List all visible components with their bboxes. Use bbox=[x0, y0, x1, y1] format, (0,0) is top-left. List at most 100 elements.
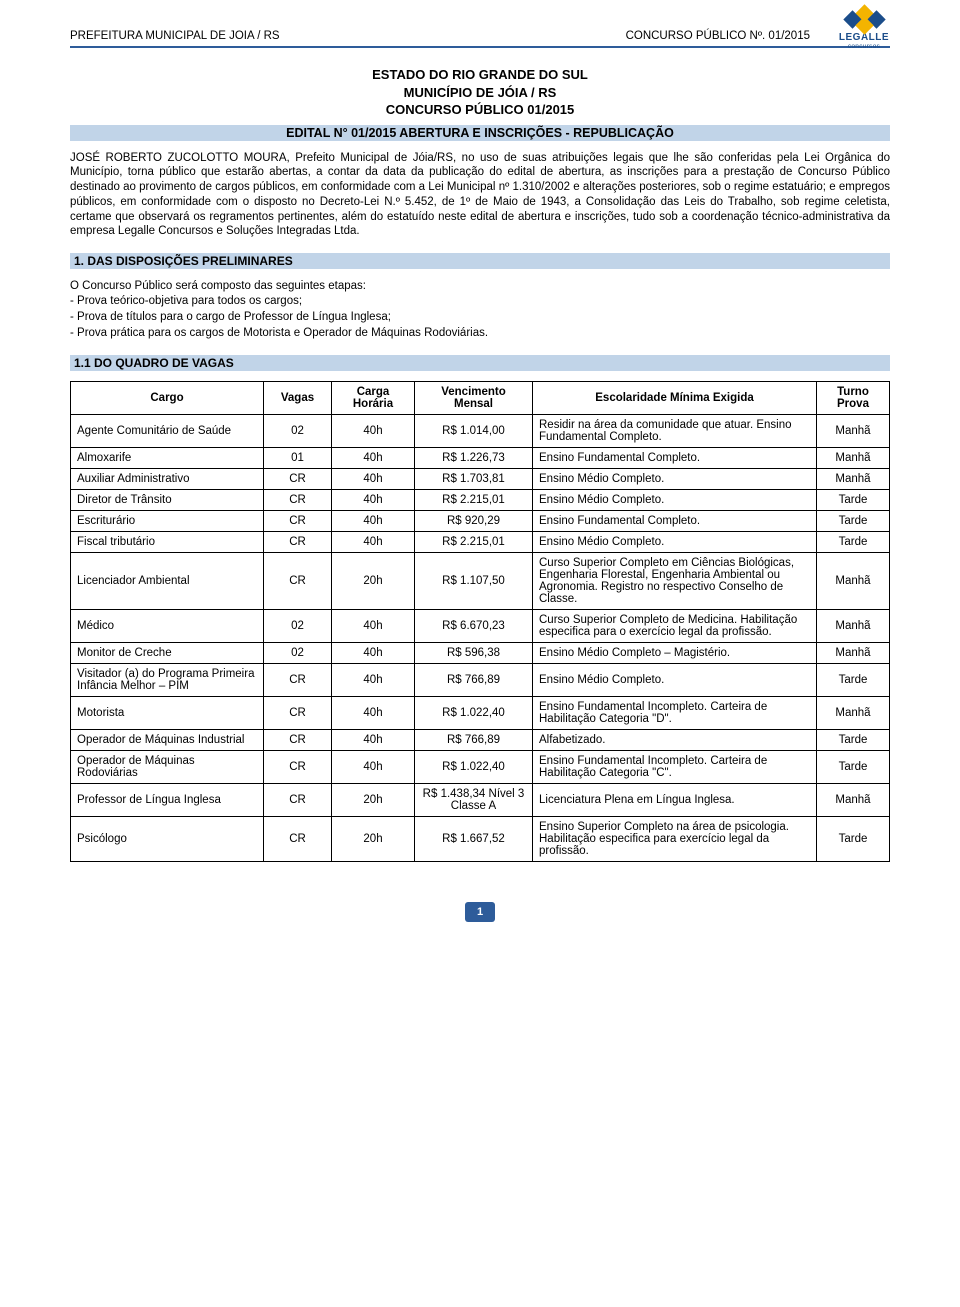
table-row: Monitor de Creche0240hR$ 596,38Ensino Mé… bbox=[71, 643, 890, 664]
table-cell: Manhã bbox=[817, 610, 890, 643]
table-cell: Almoxarife bbox=[71, 448, 264, 469]
table-cell: Operador de Máquinas Rodoviárias bbox=[71, 751, 264, 784]
table-cell: R$ 1.667,52 bbox=[415, 817, 533, 862]
table-row: Professor de Língua InglesaCR20hR$ 1.438… bbox=[71, 784, 890, 817]
table-cell: CR bbox=[264, 664, 332, 697]
table-cell: Ensino Fundamental Incompleto. Carteira … bbox=[533, 751, 817, 784]
header-right-block: CONCURSO PÚBLICO Nº. 01/2015 LEGALLE con… bbox=[626, 30, 890, 42]
table-row: Fiscal tributárioCR40hR$ 2.215,01Ensino … bbox=[71, 532, 890, 553]
table-cell: R$ 1.014,00 bbox=[415, 415, 533, 448]
table-cell: Ensino Médio Completo. bbox=[533, 469, 817, 490]
table-row: Operador de Máquinas RodoviáriasCR40hR$ … bbox=[71, 751, 890, 784]
table-row: EscriturárioCR40hR$ 920,29Ensino Fundame… bbox=[71, 511, 890, 532]
table-row: Diretor de TrânsitoCR40hR$ 2.215,01Ensin… bbox=[71, 490, 890, 511]
table-cell: R$ 596,38 bbox=[415, 643, 533, 664]
vagas-table: Cargo Vagas Carga Horária Vencimento Men… bbox=[70, 381, 890, 862]
title-line-3: CONCURSO PÚBLICO 01/2015 bbox=[70, 101, 890, 119]
table-row: Almoxarife0140hR$ 1.226,73Ensino Fundame… bbox=[71, 448, 890, 469]
table-cell: CR bbox=[264, 784, 332, 817]
table-cell: 40h bbox=[332, 730, 415, 751]
table-cell: Manhã bbox=[817, 553, 890, 610]
table-row: Médico0240hR$ 6.670,23Curso Superior Com… bbox=[71, 610, 890, 643]
table-cell: Agente Comunitário de Saúde bbox=[71, 415, 264, 448]
page-number-badge: 1 bbox=[465, 902, 495, 922]
title-line-2: MUNICÍPIO DE JÓIA / RS bbox=[70, 84, 890, 102]
th-vagas: Vagas bbox=[264, 382, 332, 415]
table-cell: Ensino Superior Completo na área de psic… bbox=[533, 817, 817, 862]
table-cell: Visitador (a) do Programa Primeira Infân… bbox=[71, 664, 264, 697]
table-cell: Diretor de Trânsito bbox=[71, 490, 264, 511]
table-cell: CR bbox=[264, 751, 332, 784]
table-cell: 20h bbox=[332, 784, 415, 817]
table-cell: Escriturário bbox=[71, 511, 264, 532]
th-vencimento: Vencimento Mensal bbox=[415, 382, 533, 415]
table-cell: R$ 1.022,40 bbox=[415, 751, 533, 784]
etapas-line-1: - Prova teórico-objetiva para todos os c… bbox=[70, 294, 890, 310]
table-cell: Fiscal tributário bbox=[71, 532, 264, 553]
header-divider bbox=[70, 46, 890, 48]
table-cell: 20h bbox=[332, 817, 415, 862]
table-cell: Manhã bbox=[817, 448, 890, 469]
table-cell: Psicólogo bbox=[71, 817, 264, 862]
table-cell: Ensino Médio Completo. bbox=[533, 664, 817, 697]
etapas-line-3: - Prova prática para os cargos de Motori… bbox=[70, 326, 890, 342]
title-block: ESTADO DO RIO GRANDE DO SUL MUNICÍPIO DE… bbox=[70, 66, 890, 119]
table-cell: Tarde bbox=[817, 730, 890, 751]
table-cell: R$ 920,29 bbox=[415, 511, 533, 532]
etapas-block: O Concurso Público será composto das seg… bbox=[70, 279, 890, 341]
table-cell: Tarde bbox=[817, 532, 890, 553]
table-cell: Tarde bbox=[817, 751, 890, 784]
th-carga: Carga Horária bbox=[332, 382, 415, 415]
table-cell: R$ 766,89 bbox=[415, 730, 533, 751]
table-cell: R$ 1.703,81 bbox=[415, 469, 533, 490]
vagas-table-body: Agente Comunitário de Saúde0240hR$ 1.014… bbox=[71, 415, 890, 862]
table-row: MotoristaCR40hR$ 1.022,40Ensino Fundamen… bbox=[71, 697, 890, 730]
etapas-line-2: - Prova de títulos para o cargo de Profe… bbox=[70, 310, 890, 326]
table-cell: 40h bbox=[332, 532, 415, 553]
intro-paragraph: JOSÉ ROBERTO ZUCOLOTTO MOURA, Prefeito M… bbox=[70, 151, 890, 239]
table-cell: Tarde bbox=[817, 817, 890, 862]
table-cell: CR bbox=[264, 697, 332, 730]
table-cell: 40h bbox=[332, 664, 415, 697]
table-cell: CR bbox=[264, 490, 332, 511]
table-cell: 40h bbox=[332, 751, 415, 784]
table-row: Visitador (a) do Programa Primeira Infân… bbox=[71, 664, 890, 697]
table-cell: Curso Superior Completo em Ciências Biol… bbox=[533, 553, 817, 610]
table-cell: 02 bbox=[264, 415, 332, 448]
page-header: PREFEITURA MUNICIPAL DE JOIA / RS CONCUR… bbox=[70, 30, 890, 42]
table-cell: Manhã bbox=[817, 643, 890, 664]
section-1-bar: 1. DAS DISPOSIÇÕES PRELIMINARES bbox=[70, 253, 890, 269]
table-row: Auxiliar AdministrativoCR40hR$ 1.703,81E… bbox=[71, 469, 890, 490]
table-cell: Tarde bbox=[817, 490, 890, 511]
table-cell: Ensino Fundamental Completo. bbox=[533, 511, 817, 532]
table-cell: Residir na área da comunidade que atuar.… bbox=[533, 415, 817, 448]
table-cell: CR bbox=[264, 817, 332, 862]
table-cell: 01 bbox=[264, 448, 332, 469]
header-right-text: CONCURSO PÚBLICO Nº. 01/2015 bbox=[626, 30, 810, 42]
table-cell: Auxiliar Administrativo bbox=[71, 469, 264, 490]
table-cell: Ensino Médio Completo – Magistério. bbox=[533, 643, 817, 664]
table-cell: 40h bbox=[332, 610, 415, 643]
table-cell: CR bbox=[264, 553, 332, 610]
table-cell: Ensino Médio Completo. bbox=[533, 490, 817, 511]
table-cell: 40h bbox=[332, 415, 415, 448]
table-cell: R$ 1.226,73 bbox=[415, 448, 533, 469]
table-cell: Operador de Máquinas Industrial bbox=[71, 730, 264, 751]
table-cell: Manhã bbox=[817, 697, 890, 730]
table-cell: 40h bbox=[332, 697, 415, 730]
table-cell: R$ 766,89 bbox=[415, 664, 533, 697]
logo-diamond-icon bbox=[840, 7, 888, 31]
table-cell: R$ 1.022,40 bbox=[415, 697, 533, 730]
table-cell: Ensino Fundamental Completo. bbox=[533, 448, 817, 469]
table-cell: 40h bbox=[332, 643, 415, 664]
table-cell: R$ 6.670,23 bbox=[415, 610, 533, 643]
document-page: PREFEITURA MUNICIPAL DE JOIA / RS CONCUR… bbox=[0, 0, 960, 962]
table-cell: Alfabetizado. bbox=[533, 730, 817, 751]
etapas-intro: O Concurso Público será composto das seg… bbox=[70, 279, 890, 295]
table-cell: Manhã bbox=[817, 784, 890, 817]
table-cell: 40h bbox=[332, 448, 415, 469]
table-cell: Motorista bbox=[71, 697, 264, 730]
title-line-1: ESTADO DO RIO GRANDE DO SUL bbox=[70, 66, 890, 84]
table-cell: Tarde bbox=[817, 664, 890, 697]
logo-subtitle: concursos bbox=[828, 43, 900, 50]
